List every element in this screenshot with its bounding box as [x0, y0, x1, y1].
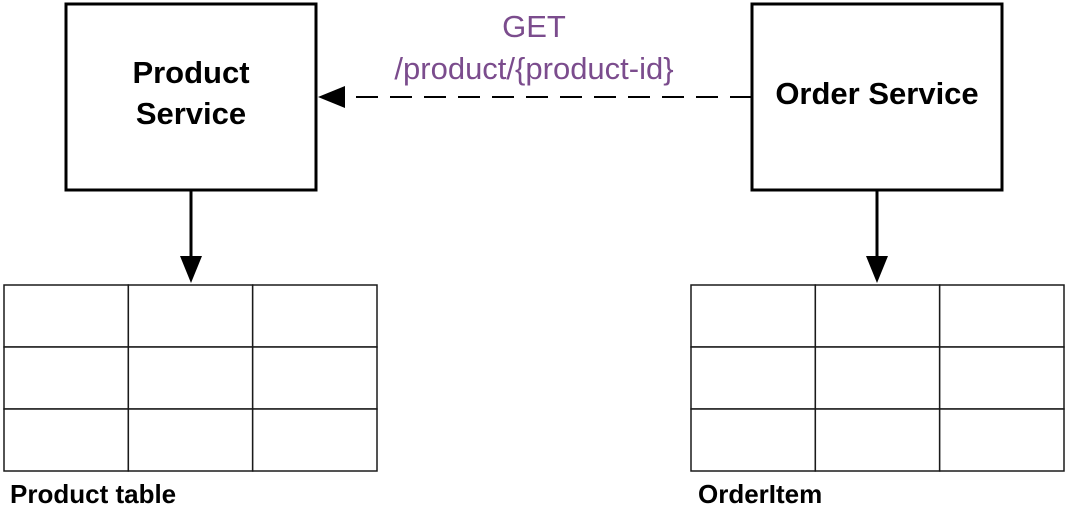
product-db-arrowhead	[180, 256, 202, 283]
product-table-cell	[251, 408, 378, 472]
order-db-edge	[866, 191, 888, 283]
request-method-label: GET	[502, 9, 566, 44]
product-service-node: Product Service	[64, 2, 318, 192]
product-service-box	[64, 2, 318, 192]
order-item-table-caption: OrderItem	[698, 479, 822, 508]
product-table-cell	[3, 346, 130, 410]
order-item-table-cell	[814, 408, 941, 472]
order-item-table-cell	[690, 346, 817, 410]
request-edge: GET /product/{product-id}	[318, 9, 752, 108]
product-table-cell	[127, 284, 254, 348]
order-item-table-cell	[814, 346, 941, 410]
order-service-box	[750, 2, 1004, 192]
order-service-node: Order Service	[750, 2, 1004, 192]
order-item-table-cell	[938, 408, 1065, 472]
product-table-cell	[3, 408, 130, 472]
product-table-cell	[127, 408, 254, 472]
product-table-cell	[3, 284, 130, 348]
product-table-cell	[251, 284, 378, 348]
order-item-table-cell	[814, 284, 941, 348]
product-service-label-line1: Product	[132, 55, 249, 90]
product-table	[3, 284, 378, 472]
product-db-edge	[180, 191, 202, 283]
order-service-label: Order Service	[775, 76, 978, 111]
order-item-table-cell	[690, 284, 817, 348]
product-service-label-line2: Service	[136, 96, 246, 131]
order-item-table	[690, 284, 1065, 472]
order-item-table-cell	[938, 346, 1065, 410]
product-table-cell	[127, 346, 254, 410]
order-db-arrowhead	[866, 256, 888, 283]
product-table-cell	[251, 346, 378, 410]
request-arrowhead	[318, 86, 345, 108]
product-table-caption: Product table	[10, 479, 176, 508]
order-item-table-cell	[938, 284, 1065, 348]
request-path-label: /product/{product-id}	[394, 51, 673, 86]
order-item-table-cell	[690, 408, 817, 472]
